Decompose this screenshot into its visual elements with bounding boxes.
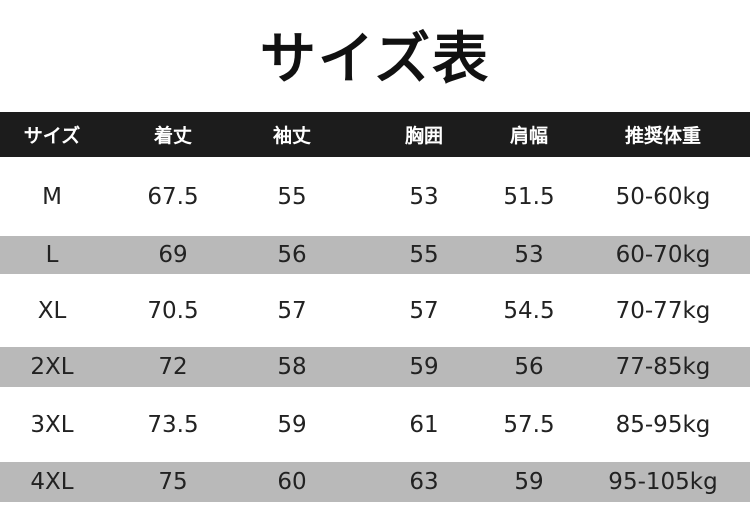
table-row: 4XL 75 60 63 59 95-105kg (0, 462, 750, 502)
table-cell: M (42, 183, 62, 210)
table-cell: 60-70kg (615, 242, 711, 268)
table-cell: 2XL (30, 354, 74, 380)
table-row: 2XL 72 58 59 56 77-85kg (0, 347, 750, 387)
table-cell: 57.5 (503, 411, 555, 438)
column-header: 胸囲 (404, 125, 444, 147)
table-row: 3XL 73.5 59 61 57.5 85-95kg (0, 387, 750, 462)
column-header: 着丈 (153, 125, 193, 147)
table-cell: 70.5 (147, 297, 199, 324)
table-cell: 56 (277, 242, 307, 268)
table-cell: 54.5 (503, 297, 555, 324)
table-cell: 60 (277, 469, 307, 495)
table-cell: 95-105kg (608, 469, 718, 495)
table-cell: 50-60kg (615, 183, 711, 210)
table-cell: 63 (409, 469, 439, 495)
table-cell: 57 (409, 297, 439, 324)
table-row: L 69 56 55 53 60-70kg (0, 236, 750, 274)
table-cell: 67.5 (147, 183, 199, 210)
table-cell: 61 (409, 411, 439, 438)
table-cell: 53 (409, 183, 439, 210)
table-cell: 73.5 (147, 411, 199, 438)
table-cell: 51.5 (503, 183, 555, 210)
column-header: サイズ (23, 125, 81, 147)
table-cell: 77-85kg (615, 354, 711, 380)
page-title: サイズ表 (259, 26, 491, 92)
table-cell: 55 (409, 242, 439, 268)
table-row: M 67.5 55 53 51.5 50-60kg (0, 157, 750, 236)
table-cell: 53 (514, 242, 544, 268)
table-cell: XL (37, 297, 67, 324)
table-cell: 56 (514, 354, 544, 380)
column-header: 推奨体重 (624, 125, 702, 147)
table-cell: 72 (158, 354, 188, 380)
table-cell: 69 (158, 242, 188, 268)
table-cell: 3XL (30, 411, 74, 438)
table-cell: 59 (409, 354, 439, 380)
table-cell: 59 (277, 411, 307, 438)
table-cell: 75 (158, 469, 188, 495)
table-cell: 59 (514, 469, 544, 495)
column-header: 袖丈 (272, 125, 312, 147)
table-cell: 58 (277, 354, 307, 380)
table-cell: 70-77kg (615, 297, 711, 324)
table-cell: 57 (277, 297, 307, 324)
table-row: XL 70.5 57 57 54.5 70-77kg (0, 274, 750, 347)
table-cell: 85-95kg (615, 411, 711, 438)
table-cell: L (45, 242, 59, 268)
table-cell: 4XL (30, 469, 74, 495)
table-header: サイズ 着丈 袖丈 胸囲 肩幅 推奨体重 (0, 112, 750, 157)
column-header: 肩幅 (509, 125, 549, 147)
table-cell: 55 (277, 183, 307, 210)
